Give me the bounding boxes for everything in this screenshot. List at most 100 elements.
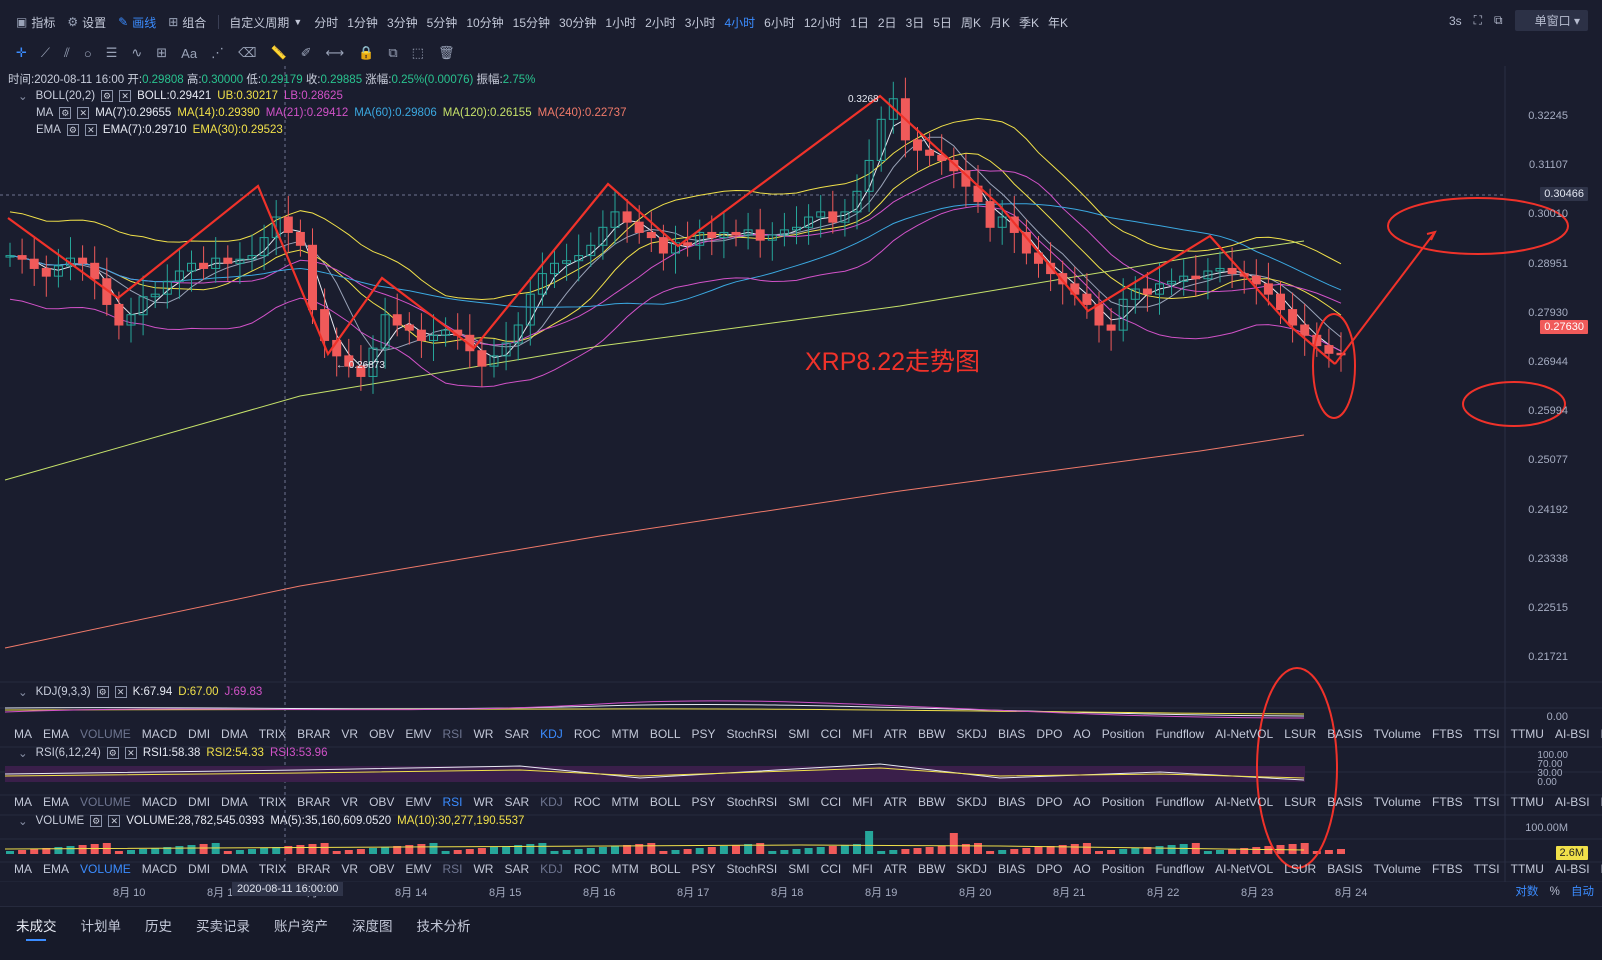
popout-icon[interactable]: ⧉ [1494,13,1503,27]
indicator-tab-psy[interactable]: PSY [691,795,716,809]
bottom-tab-3[interactable]: 买卖记录 [196,919,250,934]
indicator-tab-cci[interactable]: CCI [820,862,842,876]
indicator-tab-ai-netvol[interactable]: AI-NetVOL [1215,727,1274,741]
settings-icon[interactable]: ⚙ [101,90,114,102]
indicator-tab-kdj[interactable]: KDJ [540,862,563,876]
indicator-tab-ttmu[interactable]: TTMU [1510,727,1544,741]
indicator-tab-ma[interactable]: MA [14,862,32,876]
indicator-tab-rsi[interactable]: RSI [442,862,463,876]
close-icon[interactable]: ✕ [124,747,137,759]
period-17[interactable]: 周K [960,15,981,30]
settings-icon[interactable]: ⚙ [66,124,79,136]
auto-scale-toggle[interactable]: 自动 [1571,886,1594,898]
indicator-tab-brar[interactable]: BRAR [297,862,331,876]
indicator-tab-position[interactable]: Position [1101,727,1145,741]
indicator-tab-vr[interactable]: VR [341,727,359,741]
indicator-tab-obv[interactable]: OBV [369,795,395,809]
indicator-tab-dma[interactable]: DMA [221,727,248,741]
wave-icon[interactable]: ∿ [131,45,143,60]
indicator-tab-ttmu[interactable]: TTMU [1510,862,1544,876]
indicator-tab-cci[interactable]: CCI [820,727,842,741]
indicator-tab-lsur[interactable]: LSUR [1284,862,1317,876]
indicator-tab-obv[interactable]: OBV [369,727,395,741]
indicator-tab-macd[interactable]: MACD [141,795,178,809]
indicator-tab-trix[interactable]: TRIX [258,727,287,741]
bottom-tab-6[interactable]: 技术分析 [416,919,471,934]
indicator-tab-skdj[interactable]: SKDJ [956,795,988,809]
indicator-tab-mlr[interactable]: MLR [1601,862,1602,876]
period-9[interactable]: 3小时 [684,15,716,30]
indicator-tab-ema[interactable]: EMA [43,727,70,741]
indicator-tab-volume[interactable]: VOLUME [80,727,131,741]
indicator-tab-fundflow[interactable]: Fundflow [1155,727,1205,741]
indicator-tab-bbw[interactable]: BBW [918,862,946,876]
indicator-tab-kdj[interactable]: KDJ [540,727,563,741]
indicator-tab-emv[interactable]: EMV [405,727,432,741]
indicator-button[interactable]: ▣ 指标 [16,15,56,30]
indicator-tab-roc[interactable]: ROC [573,795,601,809]
indicator-tab-rsi[interactable]: RSI [442,795,463,809]
indicator-tab-ttsi[interactable]: TTSI [1473,862,1500,876]
indicator-tab-ttmu[interactable]: TTMU [1510,795,1544,809]
indicator-tab-kdj[interactable]: KDJ [540,795,563,809]
indicator-tab-boll[interactable]: BOLL [649,795,681,809]
collapse-icon[interactable]: ⌄ [18,687,28,699]
indicator-tab-macd[interactable]: MACD [141,862,178,876]
settings-button[interactable]: ⚙ 设置 [67,15,107,30]
bottom-tab-1[interactable]: 计划单 [80,919,122,934]
indicator-tab-bias[interactable]: BIAS [998,862,1026,876]
indicator-tab-fundflow[interactable]: Fundflow [1155,795,1205,809]
indicator-tab-mtm[interactable]: MTM [611,862,639,876]
period-15[interactable]: 3日 [905,15,925,30]
period-2[interactable]: 3分钟 [386,15,418,30]
indicator-tab-mtm[interactable]: MTM [611,727,639,741]
percent-scale-toggle[interactable]: % [1549,886,1560,898]
indicator-tab-sar[interactable]: SAR [504,795,530,809]
indicator-tab-mfi[interactable]: MFI [852,795,873,809]
indicator-tab-ttsi[interactable]: TTSI [1473,727,1500,741]
period-8[interactable]: 2小时 [645,15,676,30]
log-scale-toggle[interactable]: 对数 [1515,886,1539,898]
indicator-tab-tvolume[interactable]: TVolume [1373,862,1421,876]
indicator-tab-ai-bsi[interactable]: AI-BSI [1554,795,1590,809]
indicator-tab-position[interactable]: Position [1101,795,1145,809]
indicator-tab-emv[interactable]: EMV [405,795,432,809]
indicator-tab-ema[interactable]: EMA [43,795,70,809]
indicator-tab-wr[interactable]: WR [473,862,494,876]
eraser-icon[interactable]: ⌫ [238,45,257,60]
indicator-tab-ftbs[interactable]: FTBS [1431,795,1463,809]
indicator-tab-boll[interactable]: BOLL [649,862,681,876]
indicator-tab-brar[interactable]: BRAR [297,727,331,741]
lock-icon[interactable]: 🔒 [358,45,375,60]
indicator-tab-ftbs[interactable]: FTBS [1431,862,1463,876]
bottom-tab-5[interactable]: 深度图 [352,919,393,934]
period-20[interactable]: 年K [1047,15,1068,30]
close-icon[interactable]: ✕ [114,686,127,698]
line-icon[interactable]: ⟋ [40,45,51,60]
collapse-icon[interactable]: ⌄ [18,91,28,103]
close-icon[interactable]: ✕ [84,124,97,136]
indicator-tab-mfi[interactable]: MFI [852,862,873,876]
indicator-tab-ema[interactable]: EMA [43,862,70,876]
period-11[interactable]: 6小时 [764,15,795,30]
indicator-tab-ai-bsi[interactable]: AI-BSI [1554,862,1590,876]
settings-icon[interactable]: ⚙ [59,107,72,119]
text-icon[interactable]: Aa [181,45,198,61]
indicator-tab-ao[interactable]: AO [1073,795,1091,809]
indicator-tab-boll[interactable]: BOLL [649,727,681,741]
indicator-tab-basis[interactable]: BASIS [1327,727,1363,741]
indicator-tab-dmi[interactable]: DMI [188,795,211,809]
indicator-tab-psy[interactable]: PSY [691,727,716,741]
indicator-tab-dma[interactable]: DMA [221,795,248,809]
bottom-tab-0[interactable]: 未成交 [16,915,57,941]
bottom-tab-4[interactable]: 账户资产 [274,919,328,934]
indicator-tab-mlr[interactable]: MLR [1601,795,1602,809]
indicator-tab-stochrsi[interactable]: StochRSI [726,862,778,876]
ruler-icon[interactable]: 📏 [270,45,287,60]
period-10[interactable]: 4小时 [724,15,756,30]
settings-icon[interactable]: ⚙ [106,747,119,759]
indicator-tab-roc[interactable]: ROC [573,727,601,741]
indicator-tab-emv[interactable]: EMV [405,862,432,876]
indicator-tab-basis[interactable]: BASIS [1327,862,1363,876]
period-13[interactable]: 1日 [850,15,869,30]
